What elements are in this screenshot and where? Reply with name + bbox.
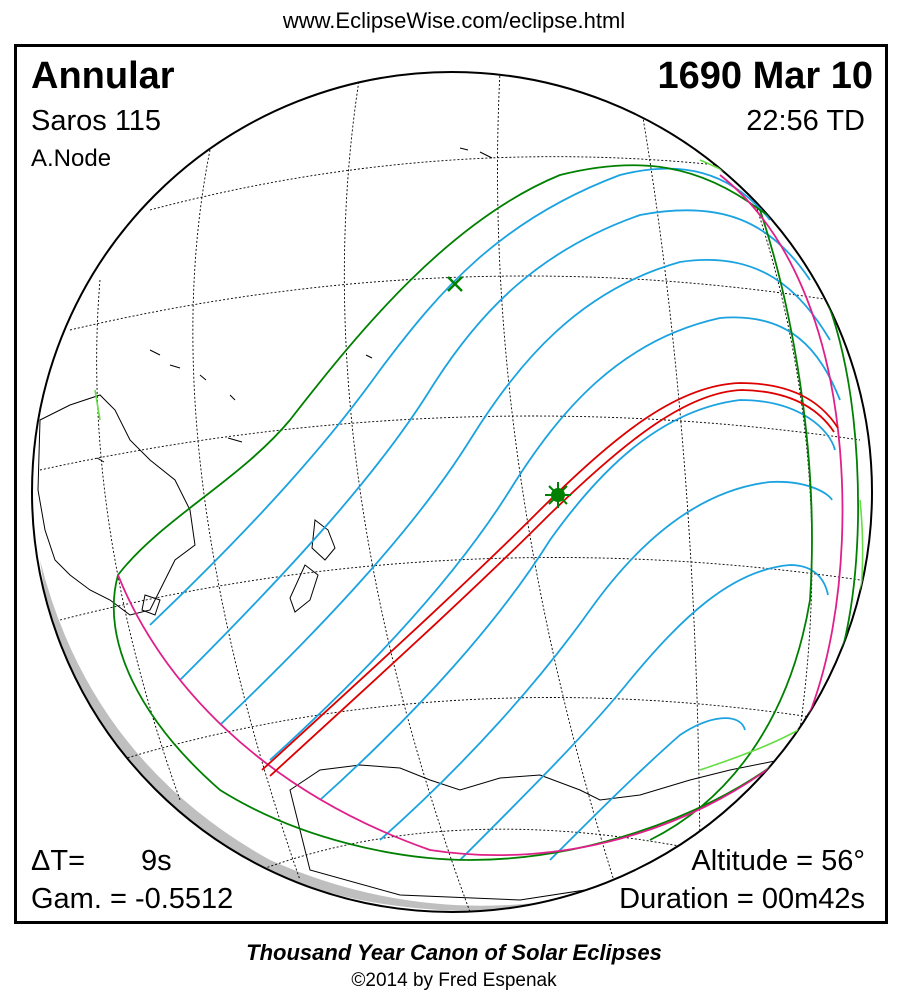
eclipse-time: 22:56 TD	[746, 105, 865, 137]
greatest-eclipse-marker	[545, 482, 571, 508]
delta-t-value: 9s	[141, 845, 172, 877]
delta-t-label: ΔT=	[31, 845, 86, 877]
node-type: A.Node	[31, 145, 112, 172]
eclipse-map-frame: Annular Saros 115 A.Node 1690 Mar 10 22:…	[14, 44, 888, 924]
rise-set-curves	[117, 174, 844, 856]
altitude-value: Altitude = 56°	[691, 845, 865, 877]
new-zealand-coast	[289, 519, 336, 613]
coastlines	[37, 147, 841, 901]
site-url[interactable]: www.EclipseWise.com/eclipse.html	[282, 8, 626, 33]
eclipse-date: 1690 Mar 10	[657, 55, 874, 97]
gamma-value: Gam. = -0.5512	[31, 883, 234, 915]
eclipse-globe-map	[31, 71, 873, 913]
hourly-lines	[149, 167, 841, 861]
duration-value: Duration = 00m42s	[619, 883, 865, 915]
globe	[31, 71, 873, 913]
greatest-duration-marker	[447, 276, 463, 292]
antarctica-coast	[289, 739, 841, 901]
australia-coast	[37, 394, 196, 616]
tasmania-coast	[141, 594, 161, 616]
saros-number: Saros 115	[31, 105, 162, 137]
pacific-islands	[96, 147, 493, 463]
copyright-notice: ©2014 by Fred Espenak	[351, 970, 557, 991]
eclipse-type: Annular	[31, 55, 175, 97]
umbral-path	[261, 382, 839, 777]
canon-title: Thousand Year Canon of Solar Eclipses	[246, 940, 662, 965]
